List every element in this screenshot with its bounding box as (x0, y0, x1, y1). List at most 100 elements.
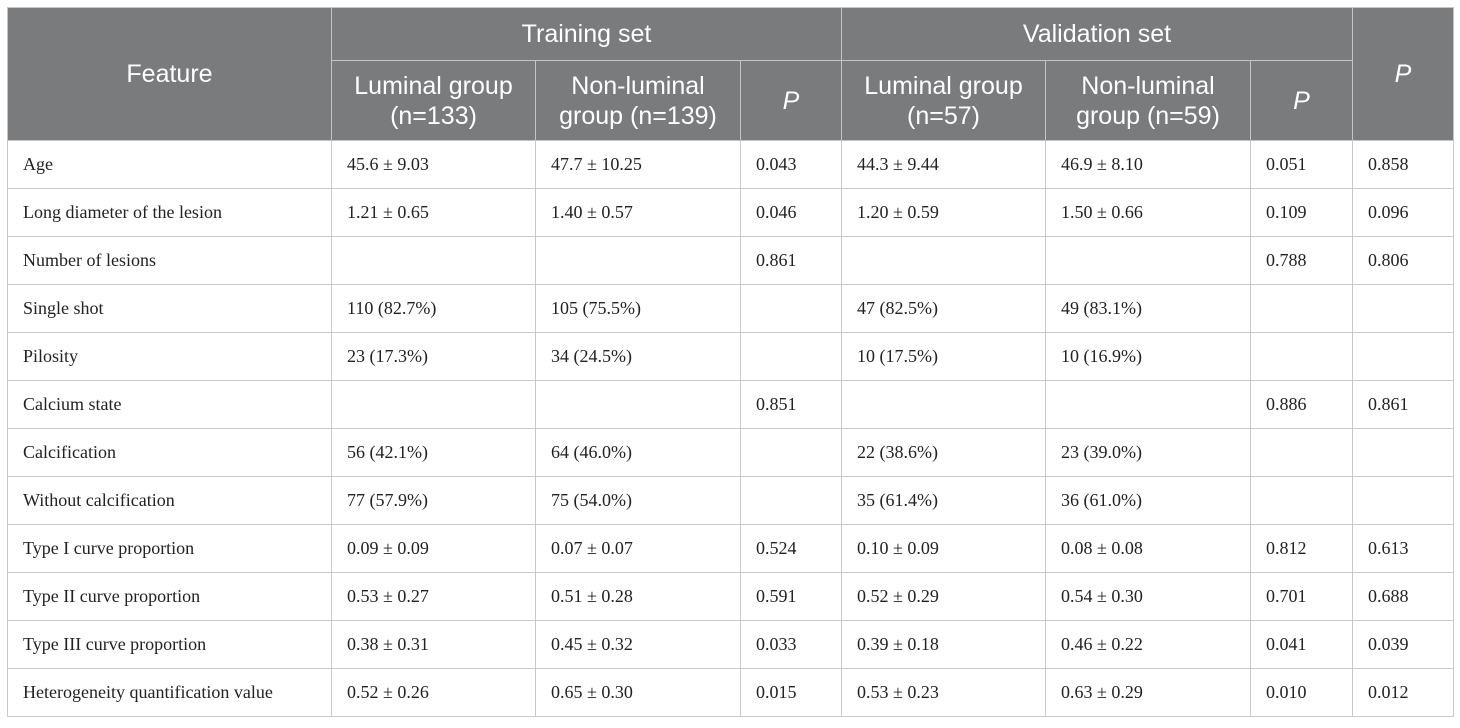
training-luminal-cell: 56 (42.1%) (331, 428, 536, 477)
validation-luminal-cell: 44.3 ± 9.44 (841, 140, 1046, 189)
overall-p-cell: 0.012 (1352, 668, 1454, 717)
feature-cell: Calcification (7, 428, 332, 477)
feature-cell: Single shot (7, 284, 332, 333)
table-row: Heterogeneity quantification value 0.52 ±… (7, 668, 1454, 717)
validation-luminal-cell: 0.10 ± 0.09 (841, 524, 1046, 573)
feature-cell: Without calcification (7, 476, 332, 525)
table-row: Calcium state 0.851 0.886 0.861 (7, 380, 1454, 429)
feature-cell: Type I curve proportion (7, 524, 332, 573)
data-table: Feature Training set Validation set P Lu… (7, 7, 1454, 717)
validation-p-cell: 0.051 (1250, 140, 1353, 189)
training-p-cell (740, 284, 842, 333)
training-p-cell (740, 428, 842, 477)
validation-nonluminal-cell: 0.08 ± 0.08 (1045, 524, 1251, 573)
training-p-cell: 0.524 (740, 524, 842, 573)
training-luminal-header: Luminal group (n=133) (331, 60, 536, 141)
validation-luminal-cell: 0.39 ± 0.18 (841, 620, 1046, 669)
training-p-cell (740, 476, 842, 525)
overall-p-cell: 0.858 (1352, 140, 1454, 189)
validation-luminal-cell: 22 (38.6%) (841, 428, 1046, 477)
training-luminal-cell: 45.6 ± 9.03 (331, 140, 536, 189)
validation-nonluminal-cell: 36 (61.0%) (1045, 476, 1251, 525)
validation-nonluminal-cell: 0.63 ± 0.29 (1045, 668, 1251, 717)
overall-p-cell: 0.806 (1352, 236, 1454, 285)
validation-p-cell: 0.701 (1250, 572, 1353, 621)
training-p-cell: 0.851 (740, 380, 842, 429)
training-luminal-cell: 23 (17.3%) (331, 332, 536, 381)
validation-p-cell: 0.109 (1250, 188, 1353, 237)
table-row: Type III curve proportion 0.38 ± 0.31 0.45… (7, 620, 1454, 669)
validation-nonluminal-cell: 10 (16.9%) (1045, 332, 1251, 381)
table-body: Age 45.6 ± 9.03 47.7 ± 10.25 0.043 44.3 ± 9.… (7, 140, 1454, 717)
validation-nonluminal-cell (1045, 380, 1251, 429)
validation-p-cell: 0.010 (1250, 668, 1353, 717)
validation-luminal-cell (841, 236, 1046, 285)
training-p-cell: 0.015 (740, 668, 842, 717)
feature-cell: Type II curve proportion (7, 572, 332, 621)
training-luminal-cell: 0.38 ± 0.31 (331, 620, 536, 669)
overall-p-cell: 0.688 (1352, 572, 1454, 621)
validation-luminal-cell: 1.20 ± 0.59 (841, 188, 1046, 237)
table-row: Without calcification 77 (57.9%) 75 (54.0%… (7, 476, 1454, 525)
feature-cell: Type III curve proportion (7, 620, 332, 669)
feature-cell: Calcium state (7, 380, 332, 429)
overall-p-cell: 0.039 (1352, 620, 1454, 669)
validation-nonluminal-cell: 23 (39.0%) (1045, 428, 1251, 477)
training-luminal-cell (331, 236, 536, 285)
training-nonluminal-cell: 75 (54.0%) (535, 476, 741, 525)
overall-p-cell: 0.861 (1352, 380, 1454, 429)
header-row-columns: Luminal group (n=133) Non-luminal group … (8, 60, 1454, 141)
validation-luminal-header: Luminal group (n=57) (841, 60, 1046, 141)
validation-set-header: Validation set (841, 7, 1353, 61)
training-nonluminal-cell: 105 (75.5%) (535, 284, 741, 333)
validation-luminal-cell: 0.52 ± 0.29 (841, 572, 1046, 621)
feature-cell: Long diameter of the lesion (7, 188, 332, 237)
training-nonluminal-cell (535, 380, 741, 429)
training-luminal-cell: 0.52 ± 0.26 (331, 668, 536, 717)
training-p-cell (740, 332, 842, 381)
feature-cell: Heterogeneity quantification value (7, 668, 332, 717)
training-nonluminal-cell: 0.51 ± 0.28 (535, 572, 741, 621)
training-nonluminal-cell: 0.65 ± 0.30 (535, 668, 741, 717)
feature-header: Feature (7, 7, 332, 141)
feature-cell: Pilosity (7, 332, 332, 381)
table-row: Type II curve proportion 0.53 ± 0.27 0.51 … (7, 572, 1454, 621)
validation-nonluminal-cell: 0.54 ± 0.30 (1045, 572, 1251, 621)
training-p-cell: 0.046 (740, 188, 842, 237)
overall-p-cell: 0.613 (1352, 524, 1454, 573)
training-p-cell: 0.043 (740, 140, 842, 189)
table-header: Feature Training set Validation set P Lu… (7, 7, 1454, 141)
validation-p-cell: 0.041 (1250, 620, 1353, 669)
training-luminal-cell: 0.53 ± 0.27 (331, 572, 536, 621)
training-p-cell: 0.033 (740, 620, 842, 669)
training-nonluminal-cell: 0.07 ± 0.07 (535, 524, 741, 573)
validation-nonluminal-cell: 1.50 ± 0.66 (1045, 188, 1251, 237)
table-row: Single shot 110 (82.7%) 105 (75.5%) 47 (82.… (7, 284, 1454, 333)
overall-p-cell (1352, 332, 1454, 381)
training-nonluminal-cell: 0.45 ± 0.32 (535, 620, 741, 669)
training-luminal-cell: 77 (57.9%) (331, 476, 536, 525)
validation-p-cell (1250, 428, 1353, 477)
validation-nonluminal-cell (1045, 236, 1251, 285)
validation-nonluminal-cell: 0.46 ± 0.22 (1045, 620, 1251, 669)
validation-p-cell (1250, 476, 1353, 525)
validation-luminal-cell: 35 (61.4%) (841, 476, 1046, 525)
overall-p-cell (1352, 284, 1454, 333)
validation-p-cell: 0.812 (1250, 524, 1353, 573)
table-row: Pilosity 23 (17.3%) 34 (24.5%) 10 (17.5%) 10… (7, 332, 1454, 381)
training-nonluminal-cell: 1.40 ± 0.57 (535, 188, 741, 237)
validation-nonluminal-cell: 46.9 ± 8.10 (1045, 140, 1251, 189)
training-p-header: P (740, 60, 842, 141)
validation-p-cell: 0.886 (1250, 380, 1353, 429)
validation-p-cell (1250, 332, 1353, 381)
validation-luminal-cell: 0.53 ± 0.23 (841, 668, 1046, 717)
validation-nonluminal-header: Non-luminal group (n=59) (1045, 60, 1251, 141)
validation-p-header: P (1250, 60, 1353, 141)
overall-p-header: P (1352, 7, 1454, 141)
feature-cell: Age (7, 140, 332, 189)
training-nonluminal-cell: 64 (46.0%) (535, 428, 741, 477)
validation-luminal-cell: 47 (82.5%) (841, 284, 1046, 333)
training-nonluminal-cell: 34 (24.5%) (535, 332, 741, 381)
table-row: Long diameter of the lesion 1.21 ± 0.65 1.… (7, 188, 1454, 237)
training-set-header: Training set (331, 7, 842, 61)
